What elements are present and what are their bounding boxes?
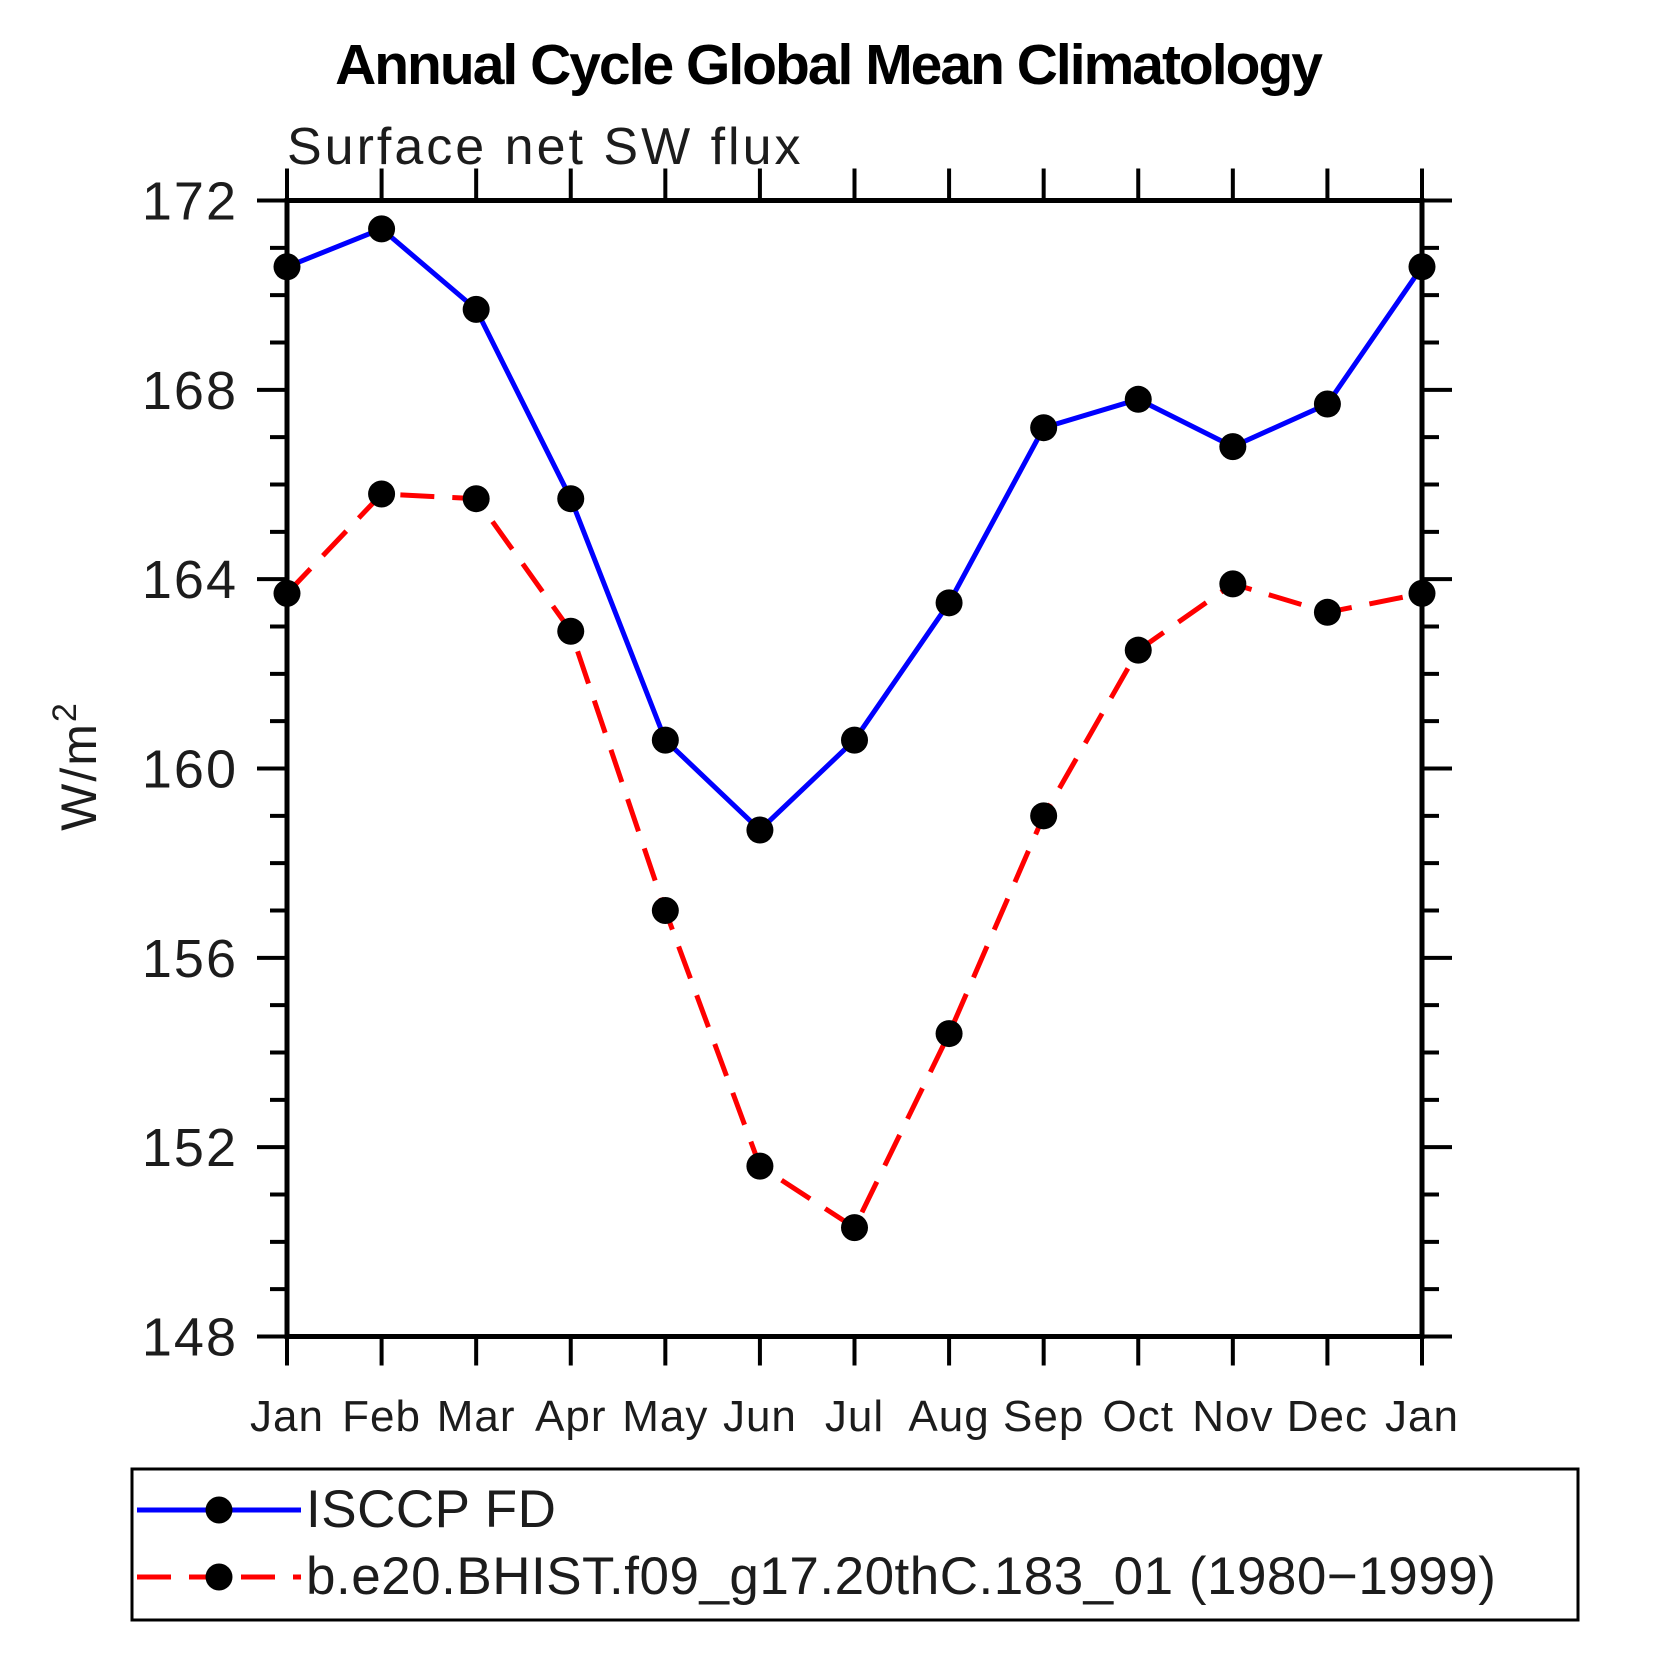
y-axis-label-exponent: 2	[46, 701, 84, 722]
model-data-point-marker	[273, 579, 301, 607]
legend-box	[130, 1467, 1580, 1622]
y-axis-label: W/m2	[46, 701, 107, 831]
series-model-line	[285, 491, 1423, 1232]
model-data-point-marker	[1030, 802, 1058, 830]
isccp-data-point-marker	[841, 726, 868, 754]
y-tick-label: 160	[142, 740, 238, 800]
x-tick-label: Nov	[1192, 1392, 1273, 1441]
x-tick-label: Apr	[535, 1392, 606, 1441]
x-tick-label: May	[622, 1392, 708, 1441]
model-data-point-marker	[651, 897, 679, 924]
x-tick-label: Oct	[1103, 1392, 1174, 1441]
isccp-data-point-marker	[368, 215, 396, 243]
model-data-point-marker	[368, 480, 396, 508]
x-tick-label: Aug	[908, 1392, 989, 1441]
isccp-data-point-marker	[1313, 390, 1341, 418]
axis-frame	[284, 198, 1425, 1339]
isccp-data-point-marker	[1219, 433, 1247, 461]
isccp-data-point-marker	[273, 253, 301, 281]
model-data-point-marker	[746, 1152, 774, 1180]
model-data-point-marker	[557, 617, 585, 645]
isccp-data-point-marker	[1408, 253, 1436, 281]
y-tick-label: 148	[142, 1308, 238, 1368]
legend-marker	[205, 1496, 233, 1524]
x-tick-label: Jul	[825, 1392, 884, 1441]
x-tick-label: Jan	[1385, 1392, 1459, 1441]
legend-label: b.e20.BHIST.f09_g17.20thC.183_01 (1980−1…	[306, 1547, 1496, 1606]
x-tick-label: Mar	[437, 1392, 516, 1441]
isccp-data-point-marker	[1124, 385, 1152, 413]
y-tick-label: 172	[142, 172, 238, 232]
y-tick-label: 156	[142, 929, 238, 989]
isccp-data-point-marker	[651, 726, 679, 754]
model-data-point-marker	[1408, 579, 1436, 607]
x-tick-label: Sep	[1003, 1392, 1084, 1441]
model-data-point-marker	[935, 1020, 963, 1048]
isccp-data-point-marker	[1030, 414, 1058, 442]
page-title: Annual Cycle Global Mean Climatology	[335, 33, 1323, 97]
y-tick-label: 168	[142, 361, 238, 421]
plot-subtitle: Surface net SW flux	[287, 118, 804, 176]
legend-label: ISCCP FD	[306, 1480, 556, 1539]
model-data-point-marker	[1313, 598, 1341, 626]
x-tick-label: Dec	[1287, 1392, 1368, 1441]
isccp-data-point-marker	[746, 816, 774, 844]
y-tick-label: 164	[142, 550, 238, 610]
x-tick-label: Jan	[250, 1392, 324, 1441]
isccp-data-point-marker	[462, 295, 490, 323]
model-data-point-marker	[1219, 570, 1247, 598]
x-tick-label: Jun	[723, 1392, 797, 1441]
legend-marker	[205, 1563, 233, 1591]
model-data-point-marker	[462, 485, 490, 513]
y-tick-label: 152	[142, 1118, 238, 1178]
model-data-point-marker	[841, 1214, 868, 1242]
isccp-data-point-marker	[557, 485, 585, 513]
isccp-data-point-marker	[935, 589, 963, 617]
y-axis-label-base: W/m	[51, 722, 107, 831]
x-tick-label: Feb	[342, 1392, 421, 1441]
model-data-point-marker	[1124, 636, 1152, 664]
